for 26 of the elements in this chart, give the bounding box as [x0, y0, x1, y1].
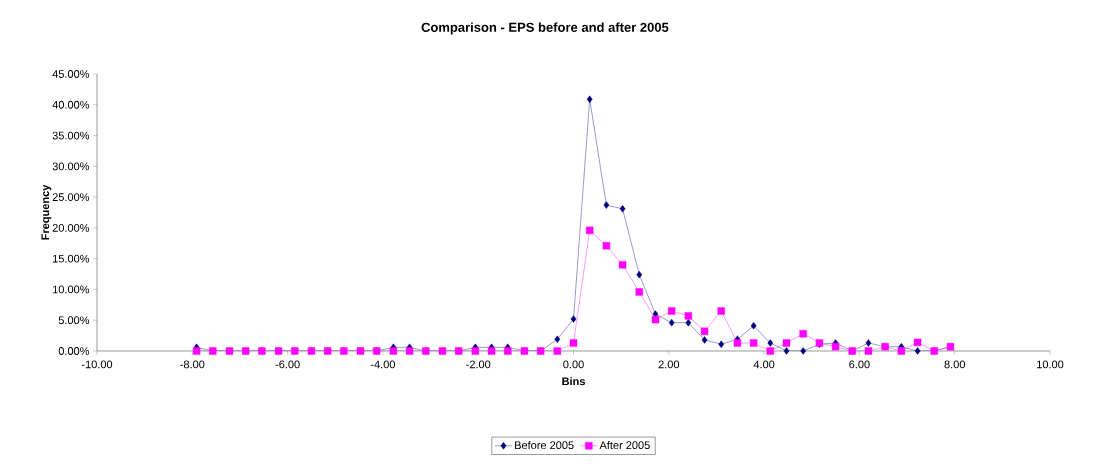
y-tick-label: 25.00%	[52, 193, 90, 202]
x-tick-label: -6.00	[275, 360, 300, 369]
legend-label: Before 2005	[515, 441, 574, 450]
y-axis-title: Frequency	[41, 184, 52, 240]
x-tick-label: 0.00	[563, 360, 584, 369]
y-tick-label: 35.00%	[52, 131, 90, 140]
x-tick-label: 8.00	[944, 360, 965, 369]
y-tick-label: 5.00%	[58, 316, 90, 325]
x-tick-label: 10.00	[1037, 360, 1064, 369]
y-tick-label: 20.00%	[52, 223, 90, 232]
x-tick-label: -4.00	[370, 360, 396, 369]
x-tick-label: -8.00	[180, 360, 205, 369]
y-tick-label: 10.00%	[53, 285, 90, 294]
x-tick-label: -10.00	[81, 360, 113, 369]
legend-label: After 2005	[599, 441, 650, 450]
x-tick-label: -2.00	[466, 360, 491, 369]
x-tick-label: 2.00	[658, 360, 680, 369]
x-axis-title: Bins	[562, 377, 585, 386]
y-tick-label: 45.00%	[52, 70, 90, 78]
chart-title: Comparison - EPS before and after 2005	[421, 22, 669, 35]
x-tick-label: 6.00	[849, 360, 870, 369]
y-tick-label: 40.00%	[52, 100, 90, 109]
y-tick-label: 0.00%	[58, 347, 90, 355]
y-tick-label: 30.00%	[52, 162, 90, 171]
y-tick-label: 15.00%	[53, 254, 90, 263]
x-tick-label: 4.00	[753, 360, 775, 369]
